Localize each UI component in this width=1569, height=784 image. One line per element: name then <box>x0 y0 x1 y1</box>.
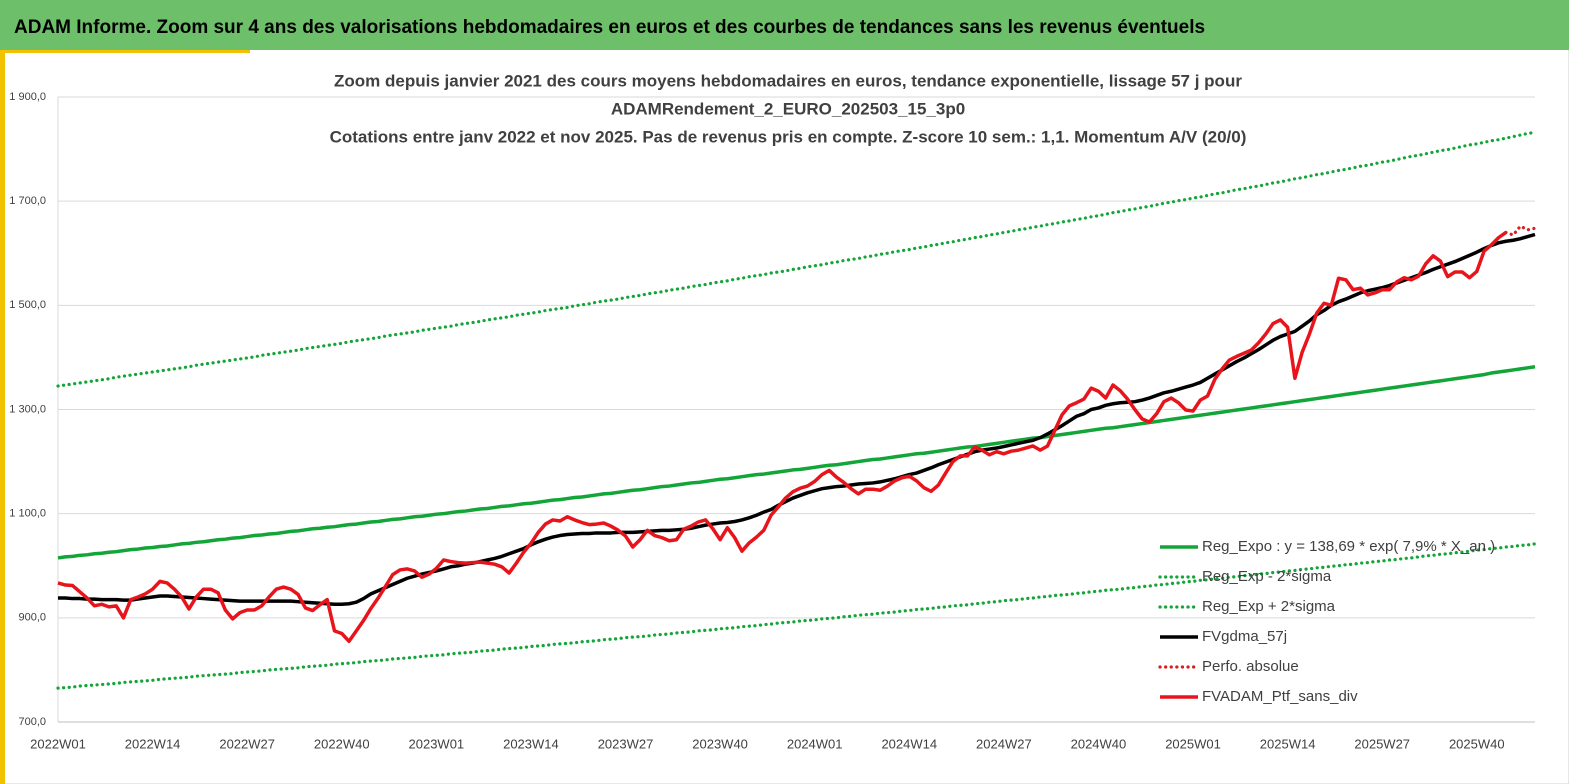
legend-label: Reg_Expo : y = 138,69 * exp( 7,9% * X_an… <box>1202 538 1495 555</box>
x-tick-label: 2022W01 <box>30 736 86 751</box>
legend-label: Reg_Exp + 2*sigma <box>1202 598 1336 615</box>
series-line <box>1504 224 1537 237</box>
y-tick-label: 1 100,0 <box>9 508 46 520</box>
x-tick-label: 2022W14 <box>125 736 181 751</box>
legend-label: FVADAM_Ptf_sans_div <box>1202 688 1358 705</box>
x-tick-label: 2022W27 <box>219 736 275 751</box>
chart-title: ADAMRendement_2_EURO_202503_15_3p0 <box>611 99 965 118</box>
header-title: ADAM Informe. Zoom sur 4 ans des valoris… <box>14 17 1205 38</box>
series-line <box>56 542 1537 690</box>
y-tick-label: 1 700,0 <box>9 195 46 207</box>
y-tick-label: 1 500,0 <box>9 299 46 311</box>
x-tick-label: 2023W40 <box>692 736 748 751</box>
series-line <box>57 230 1507 644</box>
y-tick-label: 700,0 <box>18 716 46 728</box>
accent <box>0 50 250 53</box>
header-bar <box>0 0 1569 50</box>
legend-label: Reg_Exp - 2*sigma <box>1202 568 1332 585</box>
x-tick-label: 2025W01 <box>1165 736 1221 751</box>
x-tick-label: 2025W40 <box>1449 736 1505 751</box>
chart-title: Cotations entre janv 2022 et nov 2025. P… <box>330 127 1247 146</box>
accent <box>0 50 5 784</box>
x-tick-label: 2023W27 <box>598 736 654 751</box>
chart-title: Zoom depuis janvier 2021 des cours moyen… <box>334 71 1242 90</box>
x-tick-label: 2024W40 <box>1071 736 1127 751</box>
x-tick-label: 2024W14 <box>881 736 937 751</box>
x-tick-label: 2024W27 <box>976 736 1032 751</box>
x-tick-label: 2022W40 <box>314 736 370 751</box>
x-tick-label: 2025W27 <box>1354 736 1410 751</box>
y-tick-label: 1 300,0 <box>9 403 46 415</box>
x-tick-label: 2024W01 <box>787 736 843 751</box>
x-tick-label: 2023W14 <box>503 736 559 751</box>
chart: Zoom depuis janvier 2021 des cours moyen… <box>9 71 1537 751</box>
series-line <box>57 365 1536 560</box>
legend-label: Perfo. absolue <box>1202 658 1299 675</box>
series-line <box>56 130 1537 388</box>
legend-label: FVgdma_57j <box>1202 628 1287 645</box>
y-tick-label: 1 900,0 <box>9 91 46 103</box>
x-tick-label: 2025W14 <box>1260 736 1316 751</box>
y-tick-label: 900,0 <box>18 612 46 624</box>
x-tick-label: 2023W01 <box>409 736 465 751</box>
